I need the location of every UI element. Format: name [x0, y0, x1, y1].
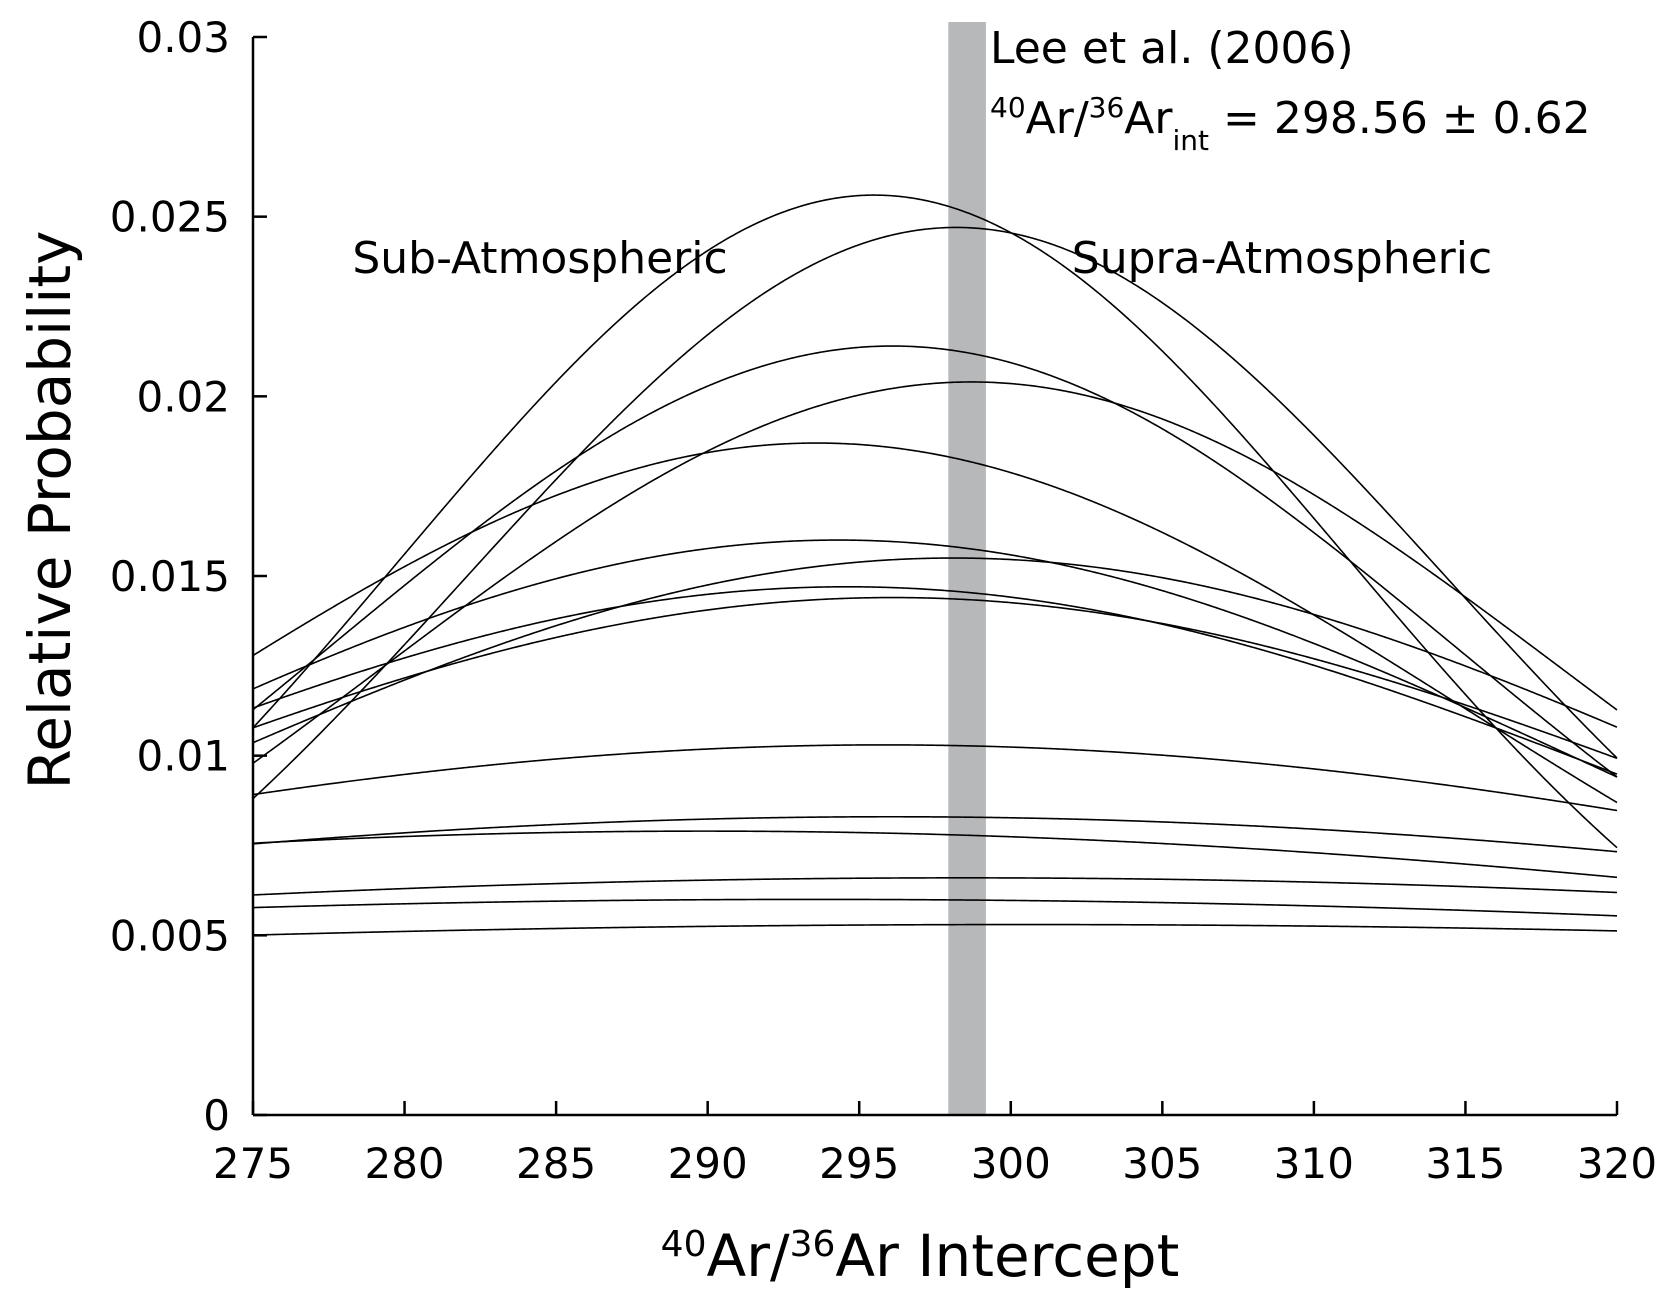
y-tick-label: 0.02 — [136, 372, 230, 421]
x-tick-label: 310 — [1274, 1139, 1354, 1188]
equation-sup-40: 40 — [990, 91, 1026, 124]
probability-curve-13 — [252, 877, 1618, 896]
x-axis-title-sup-40: 40 — [661, 1224, 707, 1265]
y-tick-label: 0 — [203, 1091, 230, 1140]
probability-curve-15 — [252, 923, 1618, 936]
y-axis-title: Relative Probability — [16, 231, 84, 790]
probability-curve-14 — [252, 381, 1618, 764]
reference-label: Lee et al. (2006) — [990, 23, 1354, 74]
y-tick-label: 0.03 — [136, 13, 230, 62]
x-tick-label: 295 — [819, 1139, 899, 1188]
probability-curve-4 — [252, 539, 1618, 778]
equation-ar: Ar/ — [1026, 93, 1089, 144]
probability-curve-3 — [252, 442, 1618, 804]
intercept-equation: 40Ar/36Arint = 298.56 ± 0.62 — [990, 91, 1591, 157]
probability-curve-5 — [252, 585, 1618, 775]
probability-curve-9 — [252, 345, 1618, 778]
probability-curve-7 — [252, 744, 1618, 812]
y-tick-label: 0.005 — [110, 911, 230, 960]
x-axis-title-rest: Ar Intercept — [835, 1222, 1179, 1290]
probability-curve-8 — [252, 815, 1618, 853]
probability-curve-1 — [252, 830, 1618, 879]
equation-sub-int: int — [1173, 124, 1210, 157]
y-tick-label: 0.01 — [136, 732, 230, 781]
equation-sup-36: 36 — [1089, 91, 1125, 124]
probability-curve-12 — [252, 226, 1618, 800]
supra-atmospheric-label: Supra-Atmospheric — [1072, 233, 1492, 284]
sub-atmospheric-label: Sub-Atmospheric — [352, 233, 727, 284]
x-tick-label: 275 — [213, 1139, 293, 1188]
x-tick-label: 290 — [668, 1139, 748, 1188]
x-tick-label: 305 — [1122, 1139, 1202, 1188]
x-tick-label: 320 — [1577, 1139, 1657, 1188]
x-axis-title-ar: Ar/ — [706, 1222, 790, 1290]
x-axis-title-sup-36: 36 — [790, 1224, 836, 1265]
x-tick-label: 315 — [1425, 1139, 1505, 1188]
x-axis-title: 40Ar/36Ar Intercept — [661, 1222, 1180, 1290]
y-ticks: 0 0.005 0.01 0.015 0.02 0.025 0.03 — [110, 13, 267, 1140]
x-tick-label: 300 — [971, 1139, 1051, 1188]
y-tick-label: 0.015 — [110, 552, 230, 601]
x-ticks: 275 280 285 290 295 300 305 310 315 320 — [213, 1101, 1657, 1188]
equation-value: = 298.56 ± 0.62 — [1209, 93, 1591, 144]
reference-band — [948, 22, 986, 1115]
x-tick-label: 285 — [516, 1139, 596, 1188]
probability-curve-6 — [252, 194, 1618, 849]
probability-curve-10 — [252, 596, 1618, 760]
y-tick-label: 0.025 — [110, 193, 230, 242]
equation-base: Ar — [1124, 93, 1173, 144]
probability-curve-2 — [252, 898, 1618, 917]
x-tick-label: 280 — [364, 1139, 444, 1188]
curves-group — [252, 194, 1618, 936]
probability-curve-11 — [252, 557, 1618, 744]
